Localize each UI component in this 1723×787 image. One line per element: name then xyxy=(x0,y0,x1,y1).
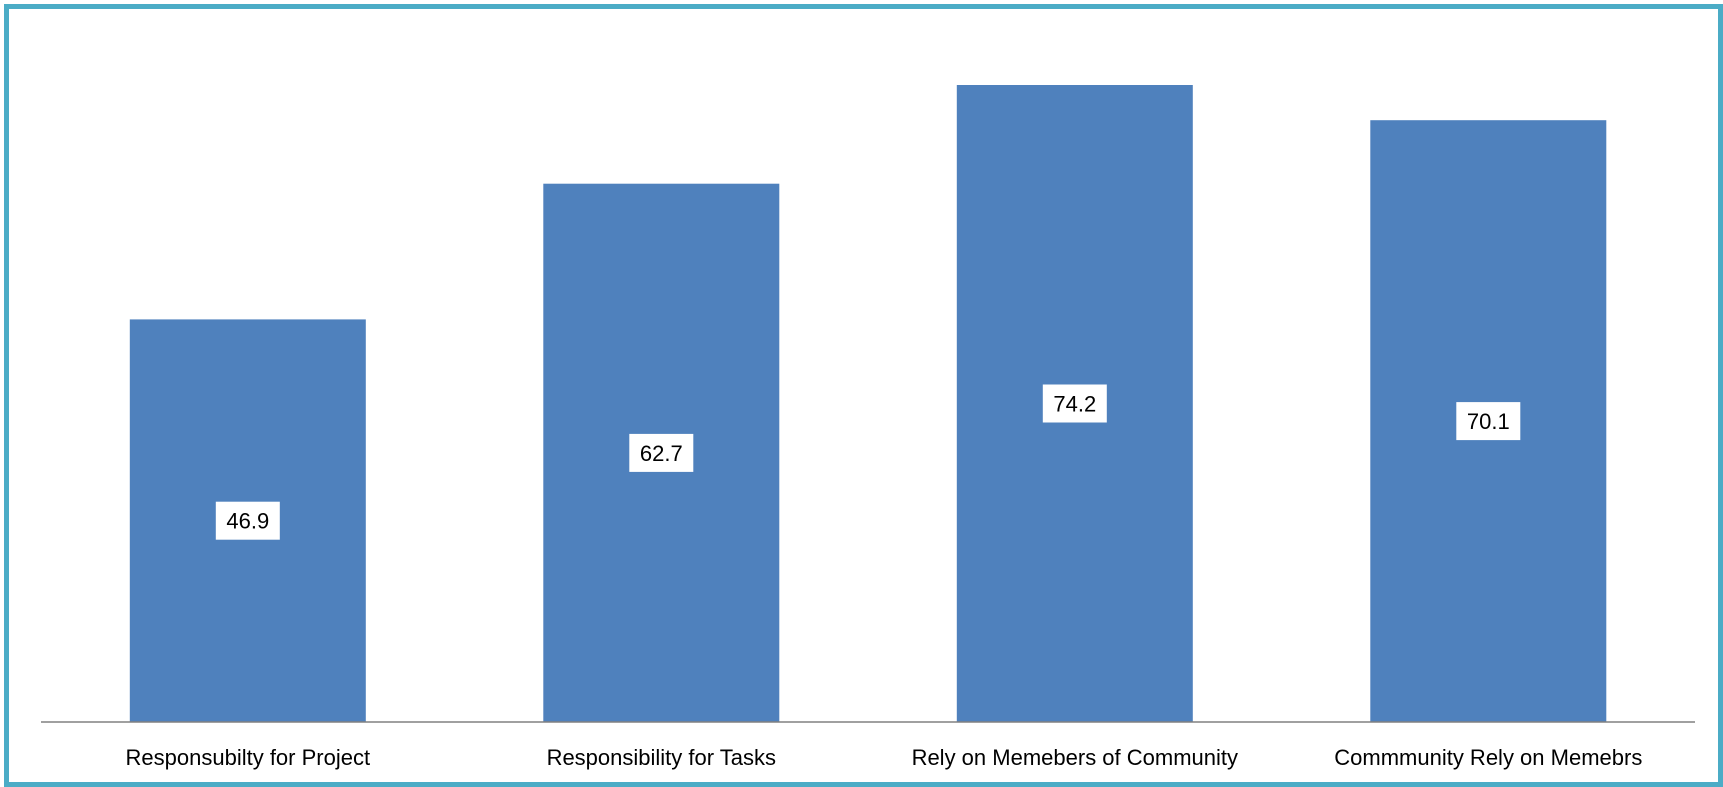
x-tick-label-4: Commmunity Rely on Memebrs xyxy=(1334,745,1642,770)
data-label-box-4 xyxy=(1456,402,1521,441)
data-label-box-2 xyxy=(629,433,694,472)
data-label-1: 46.9 xyxy=(226,509,269,534)
data-label-4: 70.1 xyxy=(1467,409,1510,434)
data-labels-group: 46.9 62.7 74.2 70.1 xyxy=(215,384,1521,540)
x-tick-label-1: Responsubilty for Project xyxy=(126,745,371,770)
data-label-2: 62.7 xyxy=(640,441,683,466)
bars-group xyxy=(129,85,1607,722)
data-label-box-1 xyxy=(215,501,280,540)
x-tick-label-3: Rely on Memebers of Community xyxy=(912,745,1238,770)
data-label-box-3 xyxy=(1042,384,1107,423)
data-label-3: 74.2 xyxy=(1053,392,1096,417)
x-tick-label-2: Responsibility for Tasks xyxy=(547,745,776,770)
x-tick-labels-group: Responsubilty for Project Responsibility … xyxy=(126,745,1643,770)
